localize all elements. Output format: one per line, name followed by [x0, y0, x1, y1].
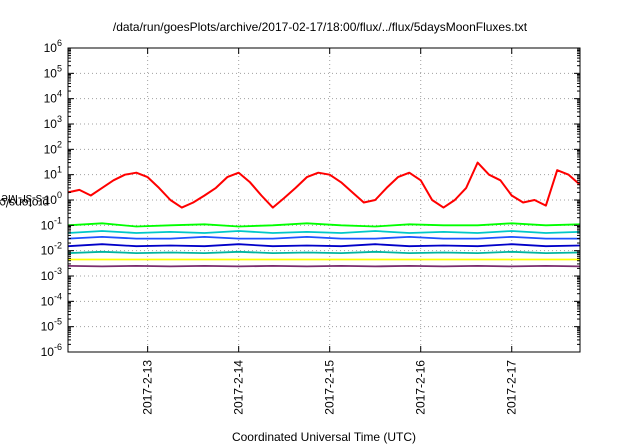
y-tick-label: 10-5 — [41, 317, 62, 334]
x-axis-ticks: 2017-2-13 2017-2-14 2017-2-15 2017-2-16 2017… — [141, 48, 519, 415]
y-tick-label: 10-6 — [41, 342, 62, 359]
x-tick-label: 2017-2-14 — [232, 360, 246, 415]
y-tick-base: 10 — [44, 193, 58, 207]
x-tick-label: 2017-2-15 — [323, 360, 337, 415]
x-tick-label: 2017-2-17 — [505, 360, 519, 415]
y-tick-exponent: -3 — [54, 266, 62, 276]
y-tick-exponent: -5 — [54, 317, 62, 327]
y-tick-label: 10-3 — [41, 266, 62, 283]
series-line-1 — [67, 161, 581, 209]
y-tick-exponent: 0 — [57, 190, 62, 200]
y-tick-base: 10 — [44, 66, 58, 80]
y-tick-base: 10 — [44, 117, 58, 131]
y-tick-base: 10 — [44, 92, 58, 106]
y-tick-exponent: -6 — [54, 342, 62, 352]
x-axis-label: Coordinated Universal Time (UTC) — [231, 430, 417, 444]
y-tick-base: 10 — [41, 218, 55, 232]
grid-lines — [68, 47, 580, 353]
y-tick-label: 103 — [44, 114, 62, 131]
y-tick-exponent: -1 — [54, 215, 62, 225]
y-tick-label: 106 — [44, 38, 62, 55]
chart-title: /data/run/goesPlots/archive/2017-02-17/1… — [112, 20, 528, 34]
y-tick-label: 10-2 — [41, 241, 62, 258]
y-tick-exponent: 5 — [57, 63, 62, 73]
y-tick-base: 10 — [44, 41, 58, 55]
y-tick-exponent: 1 — [57, 165, 62, 175]
y-tick-exponent: -4 — [54, 291, 62, 301]
series-line-3 — [67, 230, 581, 234]
y-axis-ticks: 10-610-510-410-310-210-11001011021031041… — [41, 38, 580, 359]
series-lines — [67, 161, 581, 268]
y-tick-base: 10 — [41, 345, 55, 359]
y-tick-exponent: 3 — [57, 114, 62, 124]
y-tick-base: 10 — [41, 244, 55, 258]
y-tick-label: 100 — [44, 190, 62, 207]
y-tick-base: 10 — [41, 320, 55, 334]
y-tick-label: 104 — [44, 89, 62, 106]
y-tick-label: 10-4 — [41, 291, 62, 308]
x-tick-label: 2017-2-16 — [414, 360, 428, 415]
y-tick-label: 102 — [44, 139, 62, 156]
y-tick-label: 105 — [44, 63, 62, 80]
y-tick-exponent: 6 — [57, 38, 62, 48]
y-tick-base: 10 — [41, 269, 55, 283]
y-tick-exponent: 2 — [57, 139, 62, 149]
y-tick-label: 10-1 — [41, 215, 62, 232]
series-line-8 — [67, 264, 581, 268]
series-line-6 — [67, 250, 581, 255]
y-tick-exponent: 4 — [57, 89, 62, 99]
x-tick-label: 2017-2-13 — [141, 360, 155, 415]
series-line-5 — [67, 243, 581, 248]
y-tick-exponent: -2 — [54, 241, 62, 251]
y-tick-base: 10 — [44, 168, 58, 182]
series-line-4 — [67, 235, 580, 240]
y-tick-base: 10 — [44, 142, 58, 156]
y-tick-base: 10 — [41, 294, 55, 308]
y-tick-label: 101 — [44, 165, 62, 182]
y-axis-label-post: -s-sr-MeV — [0, 191, 46, 206]
series-line-2 — [67, 222, 581, 228]
